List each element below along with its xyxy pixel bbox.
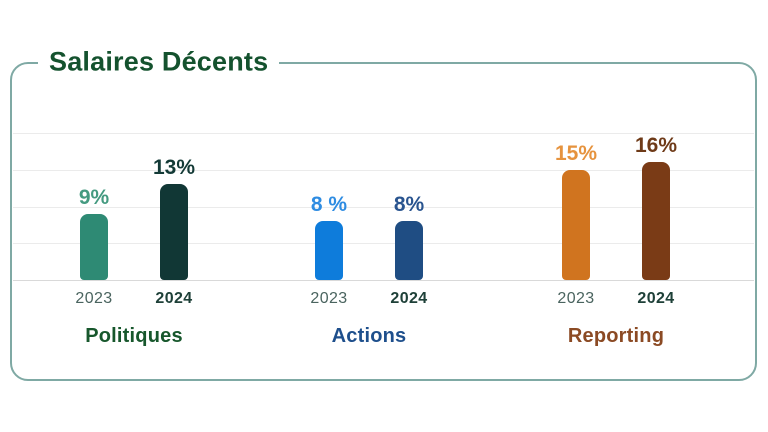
year-label-reporting-2024: 2024	[637, 290, 675, 307]
value-label-politiques-2023: 9%	[78, 186, 110, 209]
axis-baseline	[13, 280, 754, 281]
category-label-actions: Actions	[331, 325, 407, 347]
chart-title: Salaires Décents	[38, 46, 280, 78]
gridline-10pct	[13, 207, 754, 208]
bar-actions-2023	[315, 221, 343, 280]
value-label-actions-2024: 8%	[393, 193, 425, 216]
year-label-politiques-2023: 2023	[75, 290, 113, 307]
gridline-20pct	[13, 133, 754, 134]
value-label-actions-2023: 8 %	[310, 193, 348, 216]
category-label-reporting: Reporting	[567, 325, 665, 347]
gridline-5pct	[13, 243, 754, 244]
year-label-reporting-2023: 2023	[557, 290, 595, 307]
year-label-actions-2024: 2024	[390, 290, 428, 307]
category-label-politiques: Politiques	[85, 325, 183, 347]
bar-politiques-2024	[160, 184, 188, 280]
year-label-politiques-2024: 2024	[155, 290, 193, 307]
year-label-actions-2023: 2023	[310, 290, 348, 307]
bar-reporting-2023	[562, 170, 590, 280]
chart-panel	[10, 62, 757, 381]
value-label-reporting-2023: 15%	[554, 142, 598, 165]
bar-politiques-2023	[80, 214, 108, 280]
bar-actions-2024	[395, 221, 423, 280]
bar-reporting-2024	[642, 162, 670, 280]
gridline-15pct	[13, 170, 754, 171]
value-label-politiques-2024: 13%	[152, 156, 196, 179]
value-label-reporting-2024: 16%	[634, 134, 678, 157]
